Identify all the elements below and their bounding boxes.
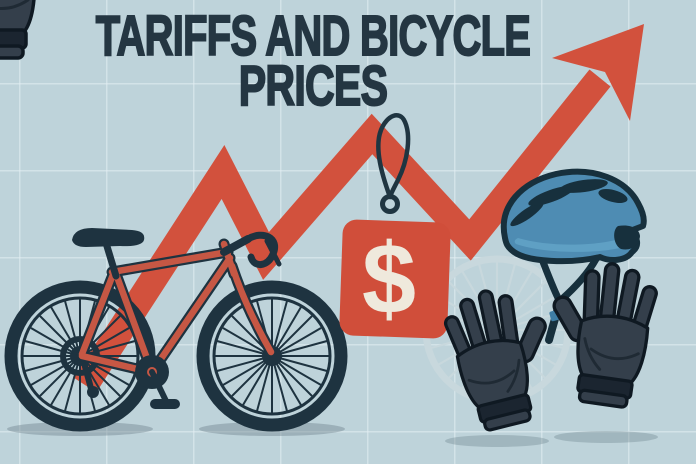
- left-glove-shadow: [445, 435, 549, 447]
- price-tag-body: [339, 219, 451, 339]
- tag-string-loop: [376, 113, 411, 200]
- brake-lever: [264, 238, 282, 267]
- trend-arrow-head: [552, 24, 644, 121]
- trend-arrow: [73, 24, 644, 393]
- helmet-lower-band: [514, 237, 628, 252]
- helmet-vent-1: [510, 201, 544, 227]
- derailleur: [81, 359, 95, 391]
- derailleur-pulley: [87, 386, 99, 398]
- saddle: [72, 228, 145, 247]
- helmet-front-opening: [614, 225, 640, 250]
- road-bicycle: [4, 228, 345, 436]
- dollar-sign: $: [362, 223, 416, 335]
- frame-tubes: [78, 240, 275, 376]
- heading-line-2: PRICES: [238, 54, 389, 118]
- right-glove-shadow: [554, 431, 658, 443]
- right-glove: [536, 254, 663, 412]
- pedal: [150, 399, 180, 409]
- helmet-vent-3: [560, 179, 608, 193]
- crank-arm: [149, 369, 170, 406]
- glove-shape: [0, 0, 36, 60]
- price-tag: $: [339, 113, 451, 339]
- cycling-gloves: [0, 0, 663, 447]
- stem: [220, 235, 252, 256]
- helmet-vent-4: [598, 189, 628, 203]
- trend-arrow-zigzag: [73, 69, 611, 393]
- seatpost: [102, 239, 120, 280]
- left-glove: [437, 276, 572, 437]
- poster-heading: TARIFFS AND BICYCLE PRICES: [0, 4, 661, 118]
- heading-line-1: TARIFFS AND BICYCLE: [95, 4, 532, 68]
